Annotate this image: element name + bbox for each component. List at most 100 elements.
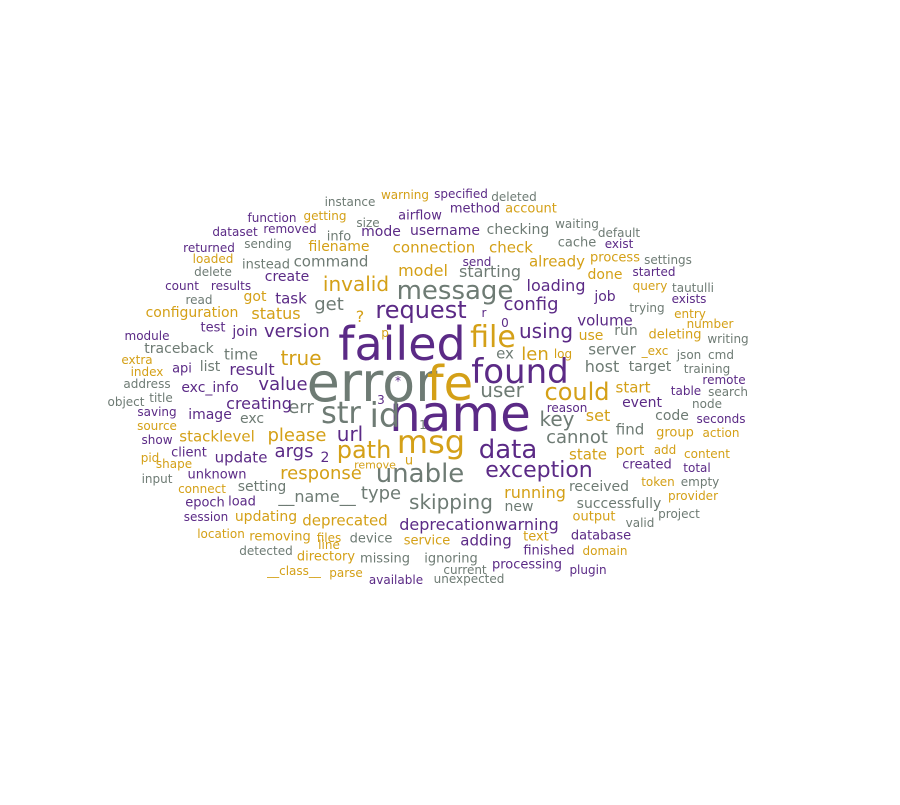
word-103: load (228, 494, 256, 510)
word-158: valid (625, 516, 655, 530)
word-25: value (258, 374, 308, 395)
word-131: results (210, 279, 252, 293)
word-85: u (404, 453, 414, 469)
word-84: service (403, 533, 451, 549)
word-19: url (336, 422, 364, 446)
word-71: got (243, 289, 267, 305)
word-59: start (615, 378, 651, 397)
word-49: 2 (320, 450, 330, 466)
word-189: r (481, 306, 487, 320)
word-110: cache (557, 235, 597, 251)
word-47: already (528, 252, 586, 271)
word-63: server (588, 340, 636, 359)
word-174: cmd (708, 348, 734, 362)
word-143: shape (155, 457, 193, 471)
word-36: deprecationwarning (399, 515, 559, 534)
word-106: finished (523, 543, 575, 559)
word-142: pid (140, 451, 160, 465)
word-79: code (655, 408, 689, 424)
word-178: entry (674, 307, 706, 321)
word-184: settings (644, 253, 692, 267)
word-193: reason (546, 401, 588, 415)
word-197: * (395, 374, 401, 388)
word-120: instance (324, 195, 376, 209)
word-86: exc (239, 411, 265, 427)
word-163: total (683, 461, 711, 475)
word-168: node (692, 397, 722, 411)
word-167: seconds (696, 412, 746, 426)
word-34: type (360, 483, 402, 504)
word-144: input (141, 472, 173, 486)
word-181: trying (629, 301, 665, 315)
word-77: successfully (576, 496, 662, 512)
word-28: get (314, 294, 344, 315)
word-75: setting (237, 479, 287, 495)
word-134: extra (121, 353, 153, 367)
word-7: msg (396, 423, 466, 461)
word-73: port (615, 443, 645, 459)
word-44: set (585, 406, 611, 425)
word-119: deleted (491, 190, 537, 204)
word-80: run (614, 323, 638, 339)
word-191: log (553, 347, 573, 361)
word-15: could (544, 378, 610, 406)
word-148: detected (239, 544, 293, 558)
word-39: model (398, 261, 448, 280)
word-74: new (504, 499, 534, 515)
word-60: adding (460, 531, 512, 550)
word-117: specified (434, 187, 488, 201)
word-41: status (251, 304, 301, 323)
word-187: waiting (555, 217, 599, 231)
word-105: method (449, 201, 501, 217)
word-96: database (570, 528, 632, 544)
word-100: instead (242, 257, 290, 273)
word-54: task (275, 289, 307, 308)
word-164: content (684, 447, 730, 461)
word-128: loaded (192, 252, 234, 266)
word-46: check (489, 238, 533, 257)
word-99: info (326, 229, 352, 245)
word-169: table (670, 384, 702, 398)
word-147: location (197, 527, 245, 541)
word-126: dataset (212, 225, 258, 239)
word-43: result (229, 360, 275, 379)
word-91: join (232, 324, 258, 340)
word-11: unable (375, 459, 465, 489)
word-18: using (518, 319, 574, 343)
word-97: filename (308, 239, 370, 255)
word-42: host (584, 357, 620, 376)
word-55: deprecated (302, 511, 388, 530)
word-177: number (686, 317, 734, 331)
word-68: username (410, 223, 480, 239)
word-67: checking (486, 222, 550, 238)
word-50: ex (496, 344, 514, 363)
word-185: exist (604, 237, 634, 251)
word-0: error (306, 351, 438, 414)
word-155: current (443, 563, 487, 577)
word-138: title (149, 391, 173, 405)
word-114: process (590, 250, 640, 266)
word-108: missing (360, 551, 410, 567)
word-8: file (470, 320, 516, 355)
word-64: done (587, 267, 623, 283)
word-116: account (505, 201, 557, 217)
word-23: true (280, 346, 322, 370)
word-37: loading (526, 276, 586, 295)
word-104: epoch (185, 495, 225, 511)
word-171: remote (702, 373, 746, 387)
word-141: show (141, 433, 173, 447)
word-78: target (628, 359, 672, 375)
word-133: module (124, 329, 170, 343)
word-192: p (381, 326, 389, 340)
word-101: api (172, 361, 192, 377)
word-137: object (107, 395, 145, 409)
word-2: failed (338, 317, 466, 371)
word-93: configuration (145, 305, 239, 321)
word-186: default (597, 226, 641, 240)
word-20: invalid (322, 272, 390, 296)
word-125: sending (244, 237, 292, 251)
word-61: received (568, 479, 630, 495)
word-1: name (389, 385, 531, 443)
word-165: add (653, 443, 677, 457)
word-12: request (375, 296, 467, 324)
